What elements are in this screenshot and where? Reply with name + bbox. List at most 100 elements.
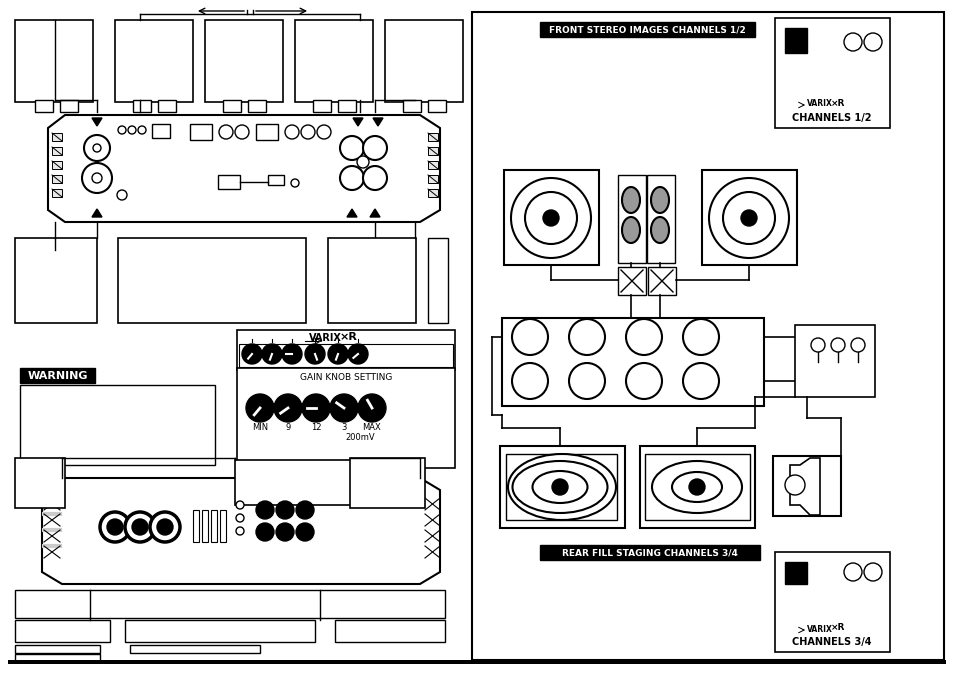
Polygon shape — [91, 118, 102, 126]
Text: ×R: ×R — [339, 332, 357, 342]
Circle shape — [138, 126, 146, 134]
Bar — [774, 18, 889, 128]
Bar — [505, 454, 617, 520]
Bar — [218, 175, 240, 189]
Bar — [20, 385, 214, 465]
Bar — [60, 100, 78, 112]
Text: GAIN KNOB SETTING: GAIN KNOB SETTING — [299, 372, 392, 381]
Circle shape — [511, 178, 590, 258]
Bar — [193, 510, 199, 542]
Circle shape — [552, 479, 567, 495]
Circle shape — [235, 514, 244, 522]
Bar — [644, 454, 749, 520]
Circle shape — [830, 338, 844, 352]
Bar — [646, 175, 675, 263]
Bar — [328, 238, 416, 323]
Ellipse shape — [650, 217, 668, 243]
Text: ×R: ×R — [830, 623, 844, 633]
Circle shape — [255, 501, 274, 519]
Text: VARIX: VARIX — [806, 99, 832, 109]
Bar — [794, 325, 874, 397]
Circle shape — [740, 210, 757, 226]
Polygon shape — [428, 161, 437, 169]
Circle shape — [301, 125, 314, 139]
Bar — [335, 620, 444, 642]
Circle shape — [84, 135, 110, 161]
Polygon shape — [52, 189, 62, 197]
Circle shape — [235, 501, 244, 509]
Bar — [239, 344, 453, 367]
Bar — [503, 170, 598, 265]
Circle shape — [234, 125, 249, 139]
Text: VARIX: VARIX — [308, 333, 341, 343]
Text: MAX: MAX — [362, 423, 381, 433]
Bar — [639, 446, 754, 528]
Bar — [294, 20, 373, 102]
Bar — [701, 170, 796, 265]
Circle shape — [275, 501, 294, 519]
Bar — [130, 645, 260, 653]
Circle shape — [843, 33, 862, 51]
Circle shape — [82, 163, 112, 193]
Circle shape — [262, 344, 282, 364]
Bar — [152, 124, 170, 138]
Polygon shape — [52, 133, 62, 141]
Circle shape — [150, 512, 180, 542]
Polygon shape — [42, 478, 439, 584]
Circle shape — [255, 523, 274, 541]
Bar — [15, 458, 65, 508]
Text: MIN: MIN — [252, 423, 268, 433]
Bar — [236, 368, 455, 468]
Circle shape — [708, 178, 788, 258]
Bar — [268, 175, 284, 185]
Bar — [774, 552, 889, 652]
Bar — [158, 100, 175, 112]
Bar — [211, 510, 216, 542]
Bar — [428, 238, 448, 323]
Bar — [337, 100, 355, 112]
Bar — [15, 645, 100, 653]
Bar — [618, 175, 645, 263]
Polygon shape — [428, 147, 437, 155]
Bar — [618, 267, 645, 295]
Polygon shape — [428, 175, 437, 183]
Text: CHANNELS 1/2: CHANNELS 1/2 — [791, 113, 871, 123]
Circle shape — [843, 563, 862, 581]
Circle shape — [810, 338, 824, 352]
Bar — [223, 100, 241, 112]
Bar — [15, 590, 444, 618]
Circle shape — [274, 394, 302, 422]
Circle shape — [682, 319, 719, 355]
Bar — [132, 100, 151, 112]
Bar — [15, 620, 110, 642]
Circle shape — [568, 319, 604, 355]
Circle shape — [863, 563, 882, 581]
Ellipse shape — [621, 187, 639, 213]
Polygon shape — [347, 209, 356, 217]
Circle shape — [305, 344, 325, 364]
Circle shape — [100, 512, 130, 542]
Text: 3: 3 — [341, 423, 346, 433]
Circle shape — [282, 344, 302, 364]
Bar — [115, 20, 193, 102]
Text: 9: 9 — [285, 423, 291, 433]
Ellipse shape — [671, 472, 721, 502]
Circle shape — [295, 501, 314, 519]
Bar — [190, 124, 212, 140]
Circle shape — [91, 173, 102, 183]
Bar — [125, 620, 314, 642]
Text: WARNING: WARNING — [28, 371, 89, 381]
Bar — [15, 20, 92, 102]
Polygon shape — [789, 458, 820, 515]
Bar — [220, 510, 226, 542]
Polygon shape — [370, 209, 379, 217]
Ellipse shape — [650, 187, 668, 213]
Polygon shape — [52, 147, 62, 155]
Circle shape — [328, 344, 348, 364]
Bar — [313, 100, 331, 112]
Bar — [501, 318, 763, 406]
Polygon shape — [428, 189, 437, 197]
Polygon shape — [48, 115, 439, 222]
Bar — [784, 28, 806, 53]
Ellipse shape — [507, 454, 616, 520]
